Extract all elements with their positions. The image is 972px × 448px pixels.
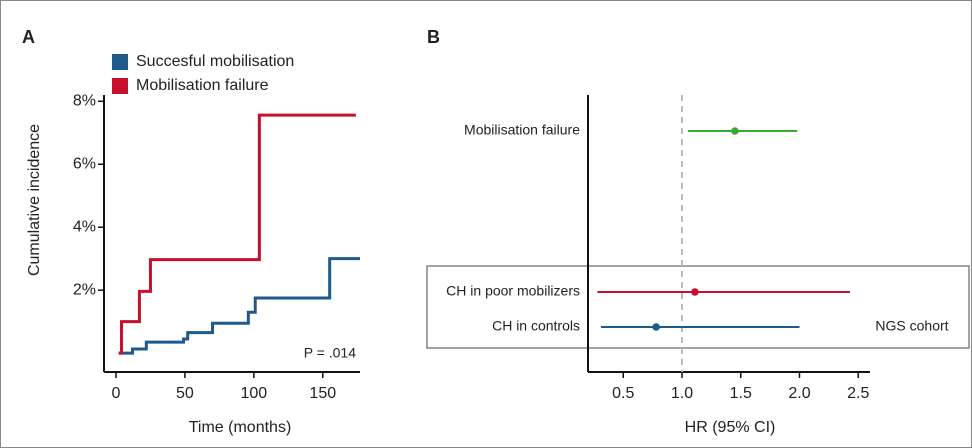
y-tick-label: 2%: [73, 281, 96, 298]
panel-label: B: [427, 27, 440, 47]
y-tick-label: 4%: [73, 218, 96, 235]
x-tick-label: 1.5: [730, 385, 752, 402]
cohort-box: [426, 265, 970, 349]
legend-label: Succesful mobilisation: [136, 53, 294, 70]
row-label: CH in controls: [492, 318, 580, 334]
row-label: Mobilisation failure: [464, 122, 580, 138]
legend-swatch: [112, 54, 128, 70]
x-tick-label: 0.5: [612, 385, 634, 402]
x-tick-label: 2.0: [788, 385, 810, 402]
p-value: P = .014: [304, 345, 357, 361]
x-tick-label: 1.0: [671, 385, 693, 402]
y-tick-label: 8%: [73, 93, 96, 110]
x-tick-label: 0: [112, 385, 121, 402]
point-estimate: [652, 323, 660, 331]
point-estimate: [731, 127, 739, 135]
x-axis-label: HR (95% CI): [685, 419, 776, 436]
legend-swatch: [112, 78, 128, 94]
x-tick-label: 2.5: [847, 385, 869, 402]
cohort-label: NGS cohort: [875, 318, 948, 334]
x-axis-label: Time (months): [189, 419, 292, 436]
y-tick-label: 6%: [73, 155, 96, 172]
x-tick-label: 150: [309, 385, 336, 402]
x-tick-label: 100: [240, 385, 267, 402]
y-axis-label: Cumulative incidence: [26, 124, 43, 276]
step-line: [118, 113, 356, 355]
x-tick-label: 50: [176, 385, 194, 402]
point-estimate: [691, 288, 699, 296]
panel-label: A: [22, 27, 35, 47]
legend-label: Mobilisation failure: [136, 77, 269, 94]
row-label: CH in poor mobilizers: [446, 283, 580, 299]
step-line: [118, 257, 360, 355]
